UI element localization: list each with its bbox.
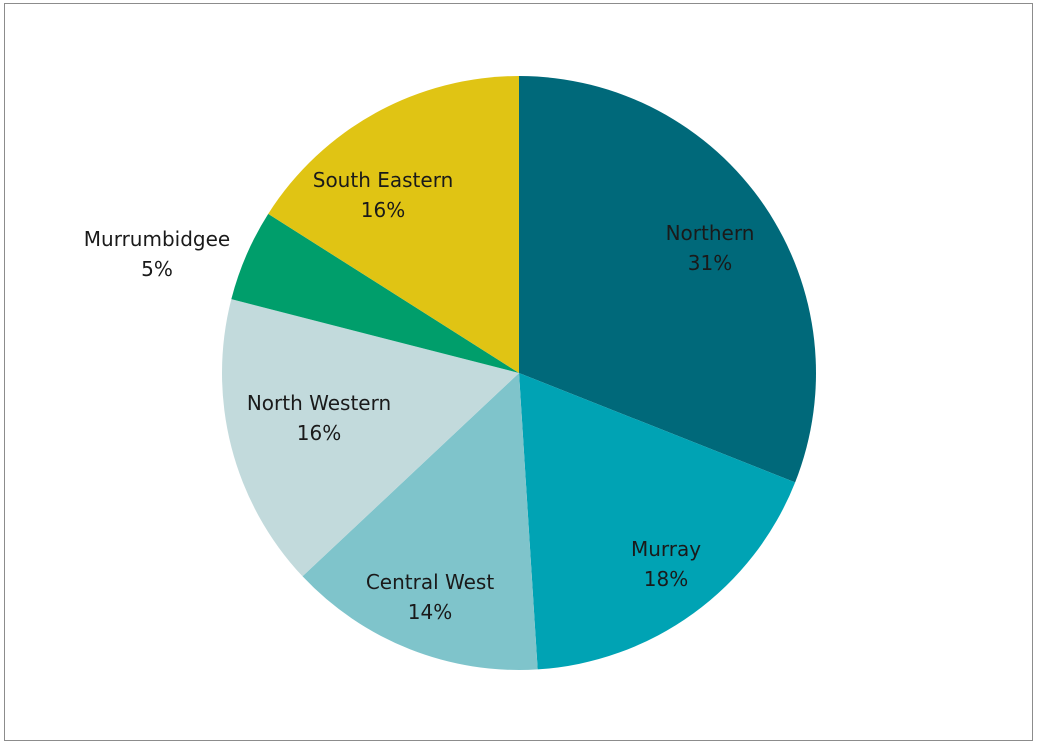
slice-label-north-western: North Western 16% xyxy=(247,391,391,445)
slice-category-label: Northern xyxy=(666,221,755,245)
slice-percent-label: 16% xyxy=(361,198,405,222)
pie-labels: Northern 31% Murray 18% Central West 14% North… xyxy=(84,168,755,624)
slice-category-label: Central West xyxy=(366,570,495,594)
slice-percent-label: 31% xyxy=(688,251,732,275)
slice-percent-label: 5% xyxy=(141,257,173,281)
slice-percent-label: 16% xyxy=(297,421,341,445)
pie-slice-murrumbidgee xyxy=(231,213,519,373)
pie-slice-murray xyxy=(519,373,796,670)
pie-slice-south-eastern xyxy=(268,76,519,373)
slice-category-label: Murrumbidgee xyxy=(84,227,230,251)
slice-category-label: Murray xyxy=(631,537,701,561)
slice-category-label: North Western xyxy=(247,391,391,415)
slice-percent-label: 18% xyxy=(644,567,688,591)
slice-label-central-west: Central West 14% xyxy=(366,570,495,624)
slice-category-label: South Eastern xyxy=(313,168,454,192)
slice-label-murrumbidgee: Murrumbidgee 5% xyxy=(84,227,230,281)
slice-label-south-eastern: South Eastern 16% xyxy=(313,168,454,222)
slice-label-murray: Murray 18% xyxy=(631,537,701,591)
pie-slices xyxy=(222,76,816,670)
pie-slice-northern xyxy=(519,76,816,483)
slice-percent-label: 14% xyxy=(408,600,452,624)
slice-label-northern: Northern 31% xyxy=(666,221,755,275)
pie-slice-central-west xyxy=(302,373,538,670)
pie-slice-north-western xyxy=(222,299,519,577)
